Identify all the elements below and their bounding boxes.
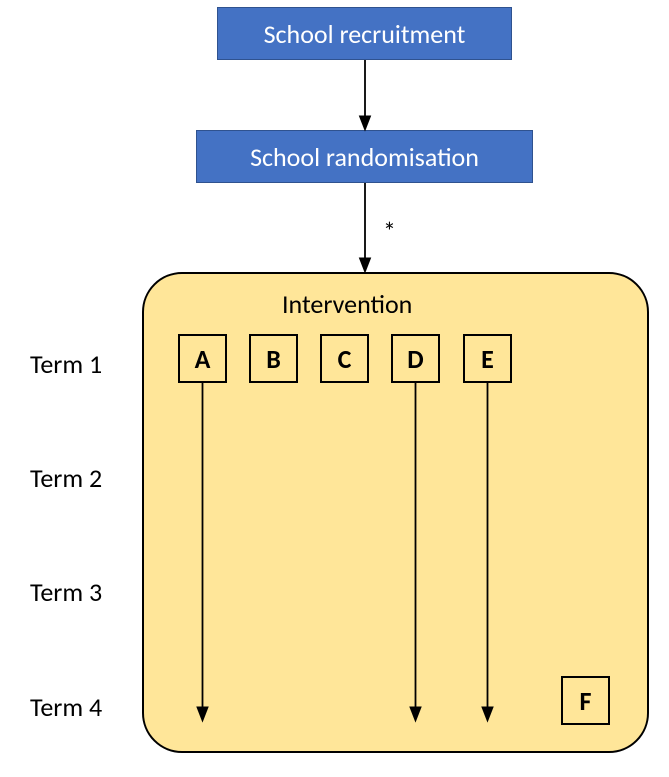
randomisation-box: School randomisation <box>196 130 533 183</box>
intervention-title: Intervention <box>282 288 412 320</box>
term-label-2: Term 2 <box>30 462 102 494</box>
letter-box-d: D <box>391 334 440 383</box>
letter-box-b: B <box>249 334 298 383</box>
letter-box-f: F <box>561 676 610 725</box>
diagram-canvas: School recruitment School randomisation … <box>0 0 669 777</box>
recruitment-label: School recruitment <box>264 18 466 50</box>
term-label-1: Term 1 <box>30 348 102 380</box>
term-label-4: Term 4 <box>30 691 102 723</box>
term-label-3: Term 3 <box>30 576 102 608</box>
recruitment-box: School recruitment <box>217 7 512 60</box>
letter-box-a: A <box>178 334 227 383</box>
letter-box-c: C <box>320 334 369 383</box>
letter-box-e: E <box>463 334 512 383</box>
randomisation-label: School randomisation <box>250 141 479 173</box>
asterisk-annotation: * <box>383 215 396 247</box>
